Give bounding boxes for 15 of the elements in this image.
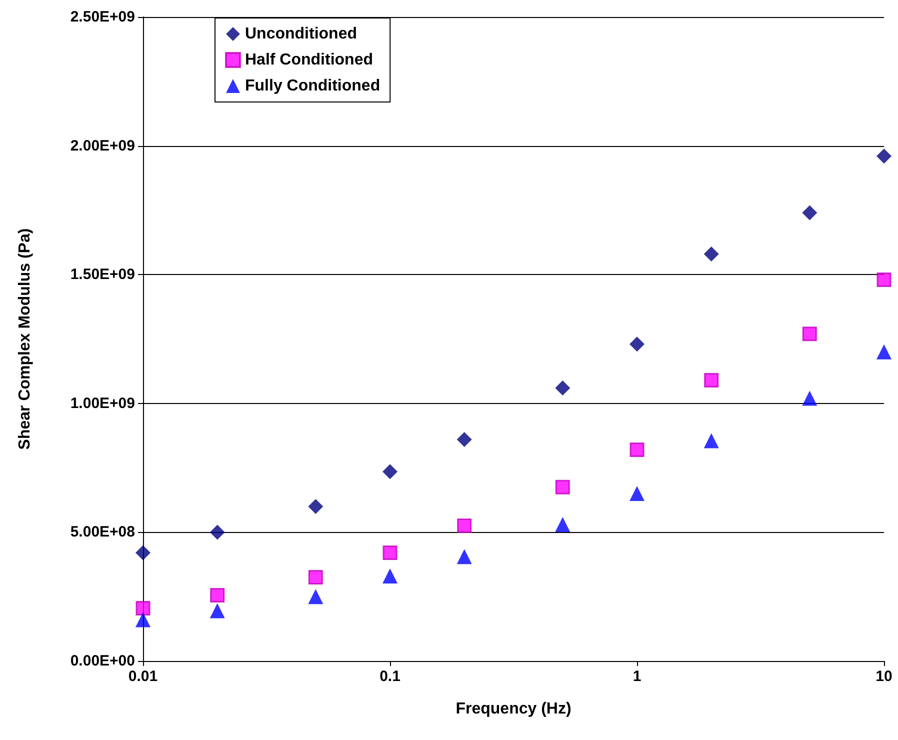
legend-label: Fully Conditioned	[245, 78, 380, 94]
y-tick-label: 5.00E+08	[70, 524, 135, 541]
y-tick-label: 2.00E+09	[70, 137, 135, 154]
legend-label: Unconditioned	[245, 26, 357, 42]
x-tick-label: 0.1	[380, 668, 400, 685]
x-tick-label: 0.01	[128, 668, 158, 685]
y-axis-title: Shear Complex Modulus (Pa)	[16, 228, 34, 450]
y-tick-label: 0.00E+00	[70, 652, 135, 670]
y-tick-label: 2.50E+09	[70, 8, 135, 26]
x-tick-label: 10	[876, 668, 892, 685]
y-tick-label: 1.00E+09	[70, 394, 135, 412]
y-tick-label: 1.50E+09	[70, 266, 135, 284]
x-tick-label: 1	[632, 668, 642, 685]
legend-label: Half Conditioned	[245, 52, 373, 68]
x-axis-title: Frequency (Hz)	[456, 700, 572, 718]
